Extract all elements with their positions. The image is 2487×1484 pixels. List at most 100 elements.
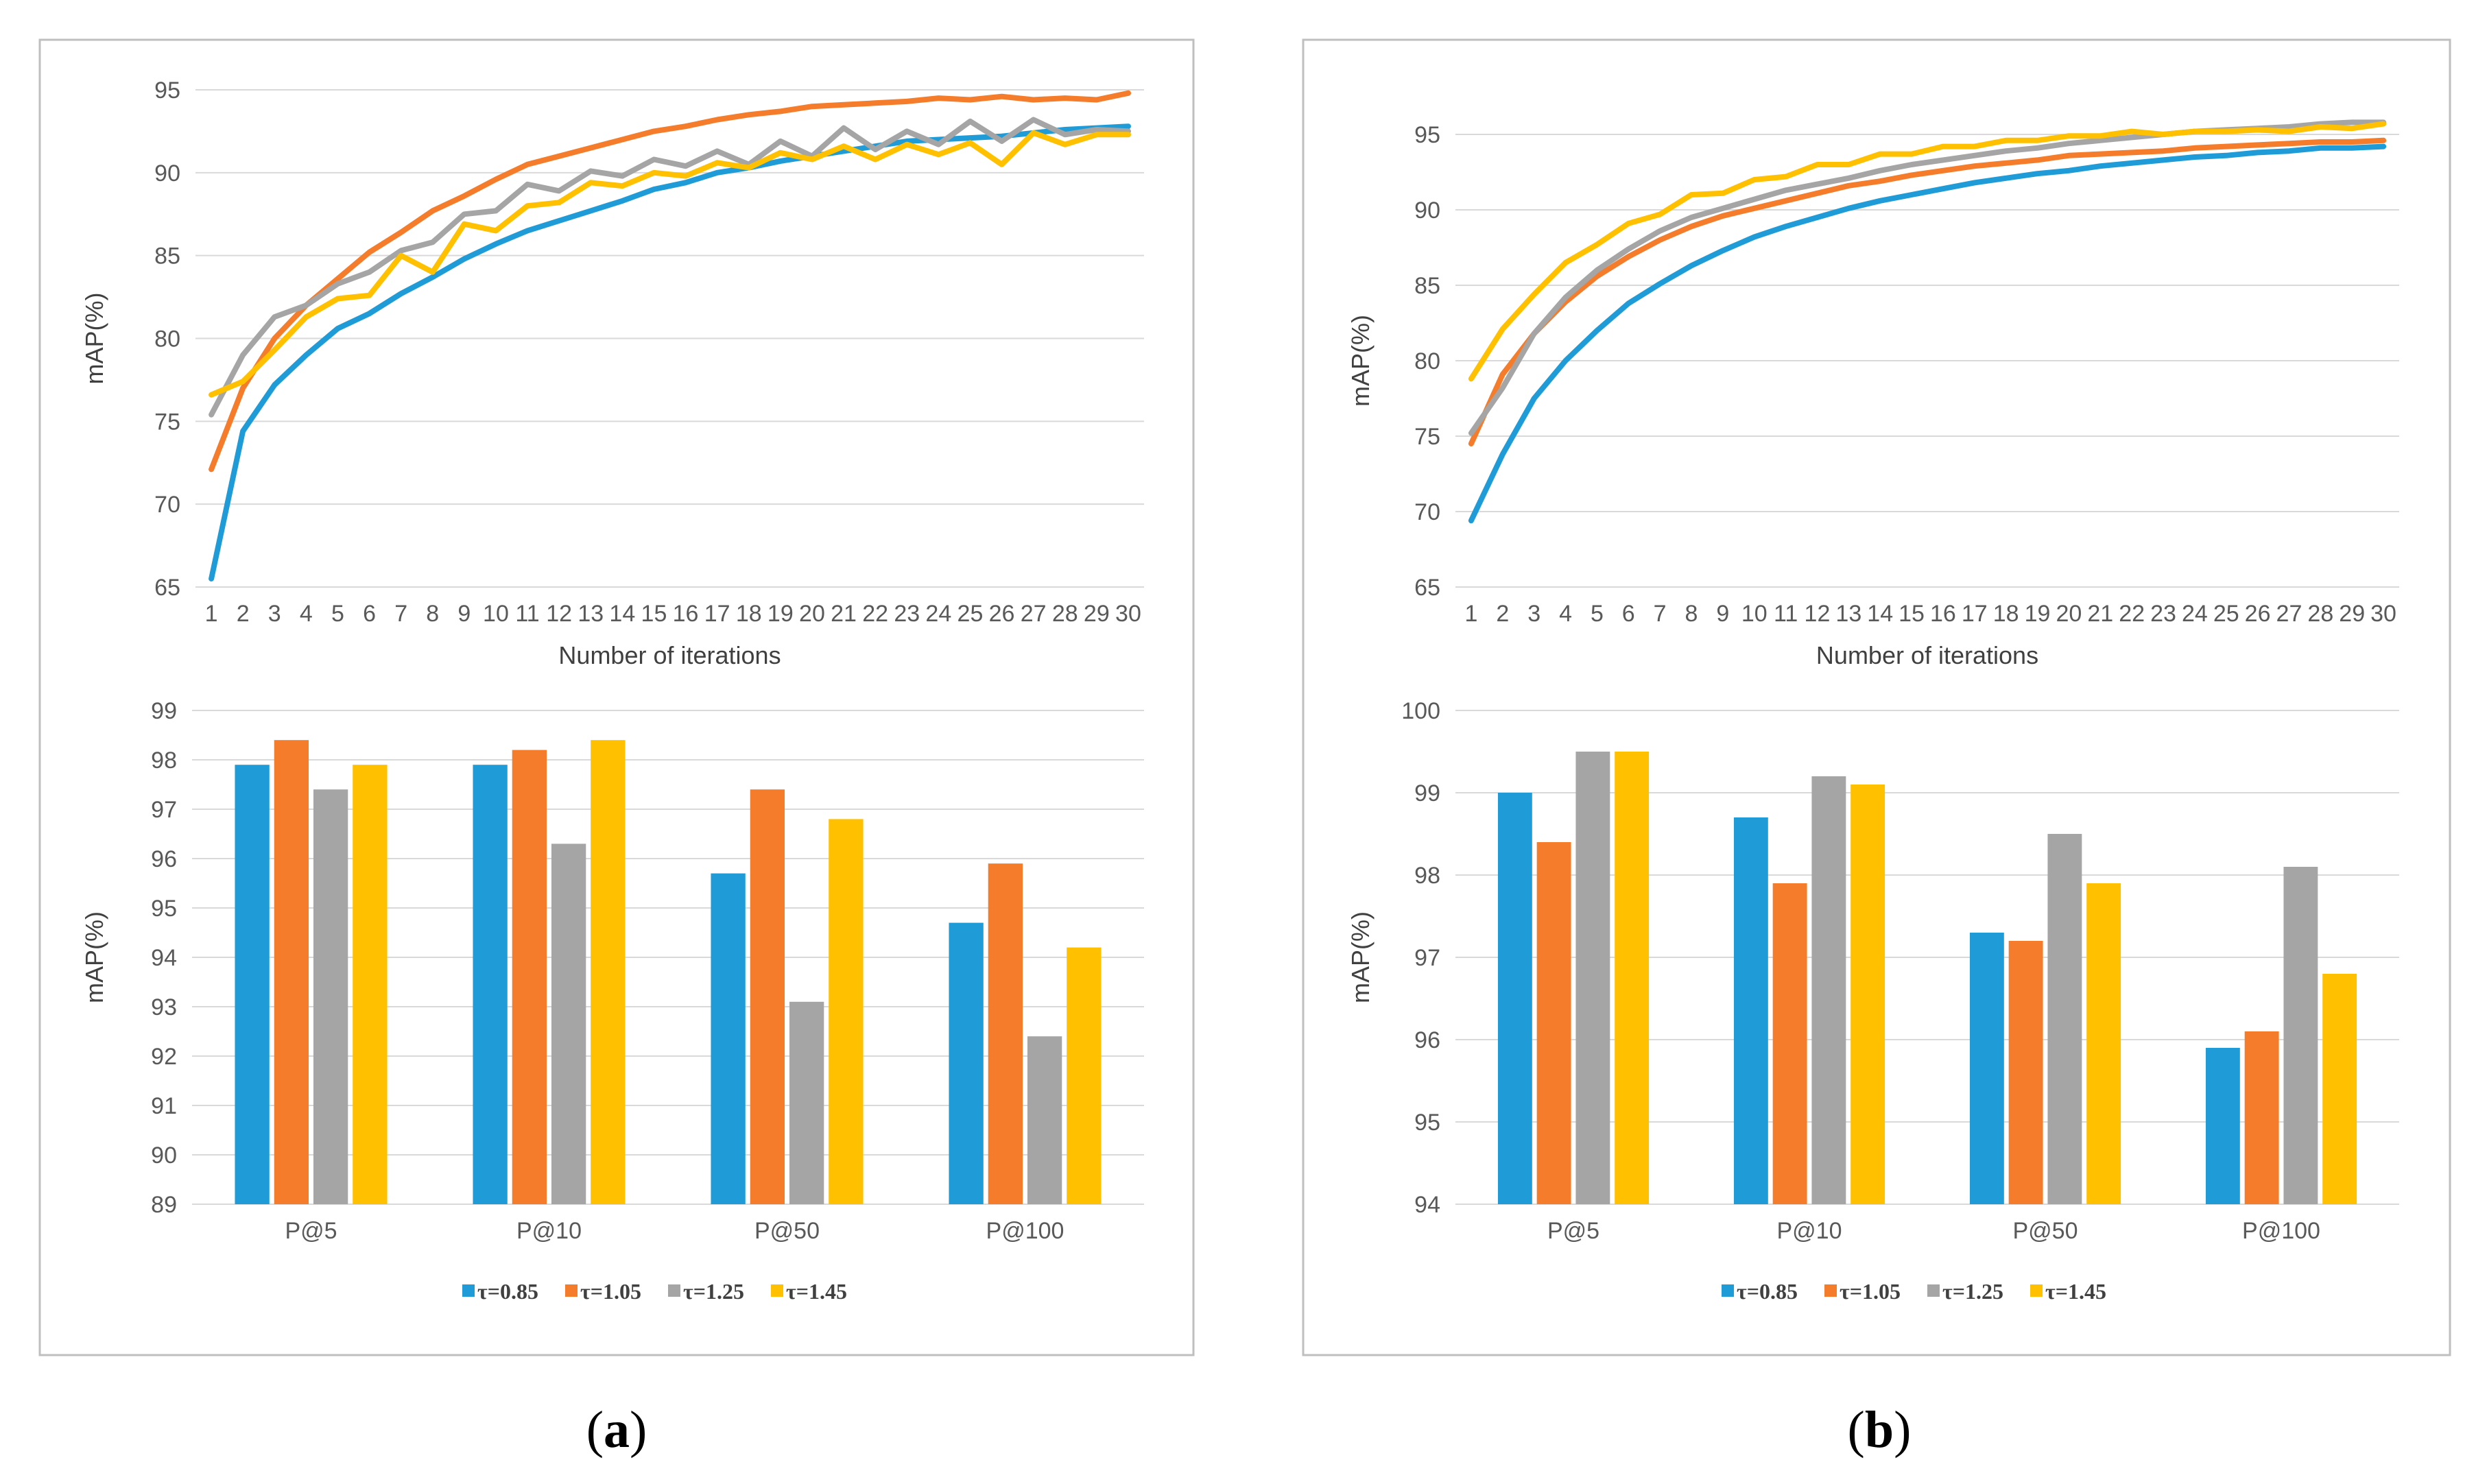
a-line-xtick-label: 26 bbox=[989, 601, 1015, 627]
b-bar-category-label: P@50 bbox=[2012, 1218, 2078, 1244]
a-line-ytick-label: 85 bbox=[154, 243, 180, 270]
a-bar-legend-swatch bbox=[462, 1284, 475, 1297]
b-bar-bar bbox=[1536, 842, 1571, 1204]
chart-b-bar: 94 95 96 97 98 99 100 mAP(%) P@5 P@10 P@50 P@100 τ=0… bbox=[1346, 698, 2399, 1304]
chart-a-bar: 89 90 91 92 93 94 95 96 97 98 99 mAP(%) P@5 P@10 P@50 P… bbox=[80, 698, 1144, 1304]
b-line-xtick-label: 4 bbox=[1559, 601, 1572, 627]
a-bar-bar bbox=[313, 789, 348, 1204]
a-line-xtick-label: 18 bbox=[736, 601, 762, 627]
a-line-xtick-label: 7 bbox=[394, 601, 407, 627]
b-line-xtick-label: 22 bbox=[2119, 601, 2145, 627]
b-bar-ytick-label: 97 bbox=[1414, 945, 1440, 971]
a-bar-ytick-label: 94 bbox=[151, 945, 177, 971]
a-bar-bar bbox=[512, 750, 547, 1204]
a-line-xtick-label: 24 bbox=[925, 601, 951, 627]
a-bar-ytick-label: 96 bbox=[151, 846, 177, 872]
a-bar-category-label: P@10 bbox=[516, 1218, 582, 1244]
b-line-ytick-label: 65 bbox=[1414, 575, 1440, 601]
b-bar-bar bbox=[2047, 834, 2082, 1204]
b-bar-bar bbox=[2244, 1031, 2279, 1204]
a-bar-legend-swatch bbox=[771, 1284, 783, 1297]
b-line-xtick-label: 9 bbox=[1716, 601, 1729, 627]
a-line-xtick-label: 10 bbox=[483, 601, 509, 627]
b-line-xtick-label: 29 bbox=[2339, 601, 2365, 627]
a-line-ylabel: mAP(%) bbox=[80, 293, 108, 385]
a-line-xtick-label: 16 bbox=[673, 601, 699, 627]
a-line-ytick-label: 65 bbox=[154, 575, 180, 601]
a-bar-legend-swatch bbox=[668, 1284, 680, 1297]
b-line-xtick-label: 30 bbox=[2370, 601, 2396, 627]
b-bar-legend-swatch bbox=[2030, 1284, 2043, 1297]
b-line-ytick-label: 70 bbox=[1414, 499, 1440, 525]
a-line-xtick-label: 22 bbox=[862, 601, 888, 627]
a-bar-bar bbox=[274, 740, 309, 1204]
a-bar-category-label: P@50 bbox=[754, 1218, 820, 1244]
a-bar-ytick-label: 91 bbox=[151, 1093, 177, 1119]
a-line-xtick-label: 13 bbox=[578, 601, 604, 627]
b-bar-ytick-label: 99 bbox=[1414, 780, 1440, 806]
a-line-series-2-line bbox=[209, 117, 1131, 418]
a-bar-legend-label: τ=1.25 bbox=[683, 1279, 744, 1304]
a-line-ytick-label: 75 bbox=[154, 409, 180, 435]
a-bar-bar bbox=[1067, 947, 1102, 1204]
a-bar-bar bbox=[949, 922, 984, 1204]
b-line-series-3-line bbox=[1468, 121, 2387, 382]
b-bar-bar bbox=[2283, 867, 2318, 1204]
a-line-xtick-label: 1 bbox=[205, 601, 218, 627]
b-line-ytick-label: 80 bbox=[1414, 348, 1440, 374]
b-line-xtick-label: 5 bbox=[1591, 601, 1604, 627]
a-line-xtick-label: 5 bbox=[331, 601, 344, 627]
a-bar-bar bbox=[591, 740, 626, 1204]
a-line-xtick-label: 6 bbox=[363, 601, 376, 627]
a-bar-ytick-label: 92 bbox=[151, 1044, 177, 1070]
a-bar-bar bbox=[988, 863, 1023, 1204]
b-bar-bar bbox=[2086, 883, 2121, 1204]
b-line-xtick-label: 7 bbox=[1654, 601, 1667, 627]
b-line-ytick-label: 90 bbox=[1414, 198, 1440, 224]
b-bar-legend-swatch bbox=[1927, 1284, 1940, 1297]
b-line-ytick-label: 95 bbox=[1414, 122, 1440, 148]
b-bar-bar bbox=[1497, 793, 1532, 1204]
b-line-xtick-label: 8 bbox=[1685, 601, 1698, 627]
a-line-xtick-label: 14 bbox=[609, 601, 635, 627]
b-line-xtick-label: 23 bbox=[2150, 601, 2176, 627]
a-line-xtick-label: 12 bbox=[546, 601, 572, 627]
b-bar-bar bbox=[1811, 776, 1846, 1204]
a-line-xtick-label: 9 bbox=[457, 601, 471, 627]
b-bar-category-label: P@5 bbox=[1547, 1218, 1599, 1244]
b-line-ylabel: mAP(%) bbox=[1346, 315, 1375, 407]
b-line-xtick-label: 13 bbox=[1835, 601, 1861, 627]
b-bar-legend-label: τ=0.85 bbox=[1737, 1279, 1798, 1304]
a-bar-bar bbox=[235, 765, 270, 1204]
a-bar-bar bbox=[789, 1001, 824, 1204]
b-bar-legend-label: τ=1.05 bbox=[1840, 1279, 1901, 1304]
b-bar-bar bbox=[1615, 752, 1650, 1204]
b-bar-bar bbox=[2008, 941, 2043, 1204]
a-bar-ytick-label: 90 bbox=[151, 1142, 177, 1169]
b-line-xtick-label: 1 bbox=[1464, 601, 1477, 627]
b-line-ytick-label: 75 bbox=[1414, 424, 1440, 450]
b-bar-ytick-label: 100 bbox=[1401, 698, 1440, 724]
a-bar-ytick-label: 97 bbox=[151, 797, 177, 823]
b-bar-ytick-label: 96 bbox=[1414, 1027, 1440, 1053]
b-bar-legend-swatch bbox=[1824, 1284, 1837, 1297]
a-line-xlabel: Number of iterations bbox=[558, 641, 781, 669]
b-line-xtick-label: 19 bbox=[2025, 601, 2051, 627]
b-line-xtick-label: 14 bbox=[1867, 601, 1893, 627]
b-bar-legend-label: τ=1.25 bbox=[1942, 1279, 2003, 1304]
b-line-xtick-label: 10 bbox=[1741, 601, 1768, 627]
b-bar-ylabel: mAP(%) bbox=[1346, 911, 1375, 1003]
a-bar-bar bbox=[353, 765, 388, 1204]
b-bar-bar bbox=[2205, 1048, 2240, 1204]
a-bar-legend-label: τ=1.45 bbox=[786, 1279, 847, 1304]
b-bar-ytick-label: 98 bbox=[1414, 863, 1440, 889]
b-bar-bar bbox=[1575, 752, 1610, 1204]
a-bar-category-label: P@100 bbox=[986, 1218, 1064, 1244]
b-line-xtick-label: 2 bbox=[1496, 601, 1509, 627]
b-bar-bar bbox=[2322, 974, 2357, 1204]
a-line-xtick-label: 2 bbox=[237, 601, 250, 627]
b-line-xtick-label: 15 bbox=[1899, 601, 1925, 627]
b-line-series-1-line bbox=[1468, 137, 2387, 446]
b-bar-legend-label: τ=1.45 bbox=[2045, 1279, 2106, 1304]
